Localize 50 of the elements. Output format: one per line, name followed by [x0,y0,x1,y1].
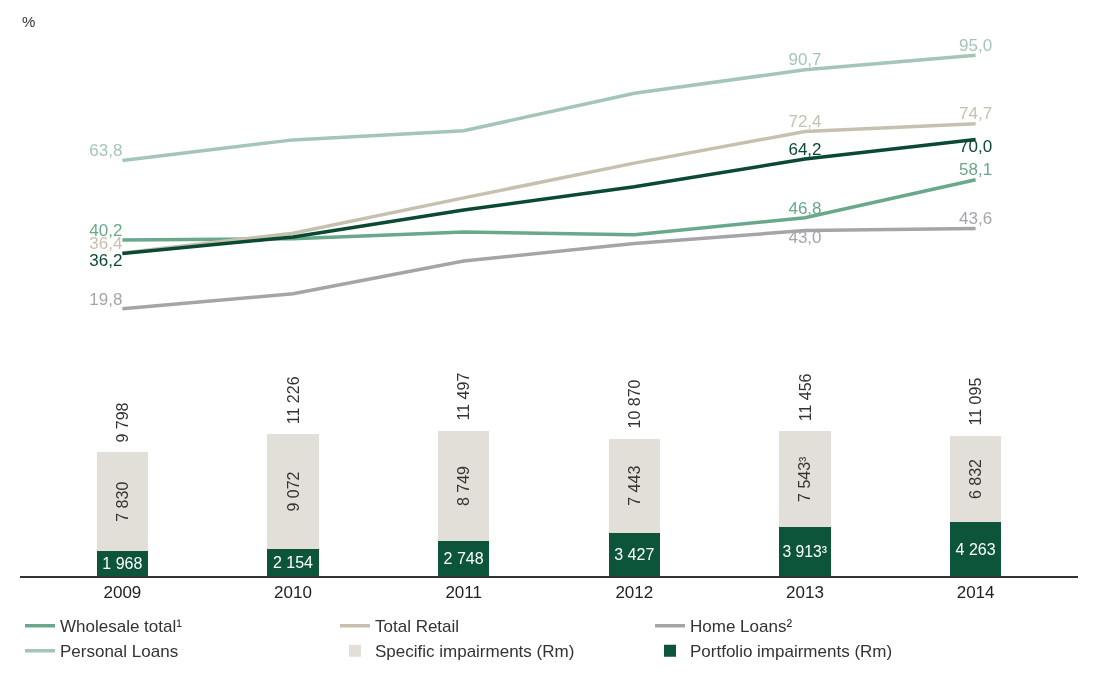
x-tick-label: 2014 [956,583,995,603]
legend-label: Home Loans² [690,617,793,637]
legend-label: Wholesale total¹ [60,617,183,637]
data-label: 7 543³ [796,455,814,502]
total-label: 11 095 [966,377,984,426]
x-tick-label: 2011 [445,583,482,603]
data-label: 90,7 [788,50,822,70]
x-tick-label: 2009 [103,583,142,603]
x-tick-label: 2013 [786,583,824,603]
bar [96,452,148,552]
total-label: 11 456 [796,373,814,422]
bar [438,430,490,542]
bar [779,526,831,576]
bar [779,431,831,527]
x-tick-label: 2010 [274,583,312,603]
legend-label: Personal Loans [60,642,179,662]
data-label: 95,0 [959,35,993,55]
legend-label: Portfolio impairments (Rm) [690,642,893,662]
data-label: 2 748 [443,550,484,568]
data-label: 2 154 [272,553,314,571]
data-label: 6 832 [967,458,985,500]
x-tick-label: 2012 [615,583,654,603]
data-label: 1 968 [102,555,143,573]
data-label: 7 830 [113,481,131,522]
data-label: 64,2 [788,139,822,159]
data-label: 3 913³ [782,542,827,560]
bar [950,522,1002,576]
bar [608,438,660,533]
bar [267,434,319,549]
data-label: 72,4 [788,112,822,132]
total-label: 11 497 [454,372,472,421]
data-label: 63,8 [89,141,123,161]
bar [950,435,1002,523]
data-label: 7 443 [625,465,643,506]
y-axis-title: % [22,13,36,30]
legend-label: Total Retail [375,617,460,637]
data-label: 74,7 [959,104,993,124]
data-label: 36,2 [89,251,123,271]
data-label: 9 072 [284,471,302,512]
data-label: 46,8 [788,198,822,218]
data-label: 4 263 [955,540,996,558]
data-label: 19,8 [89,289,123,309]
total-label: 10 870 [626,379,644,429]
total-label: 11 226 [284,376,302,425]
data-label: 8 749 [455,465,473,507]
data-label: 43,6 [959,209,993,229]
total-label: 9 798 [114,402,132,443]
data-label: 3 427 [614,545,655,563]
legend-label: Specific impairments (Rm) [375,642,575,662]
data-label: 58,1 [959,160,993,180]
